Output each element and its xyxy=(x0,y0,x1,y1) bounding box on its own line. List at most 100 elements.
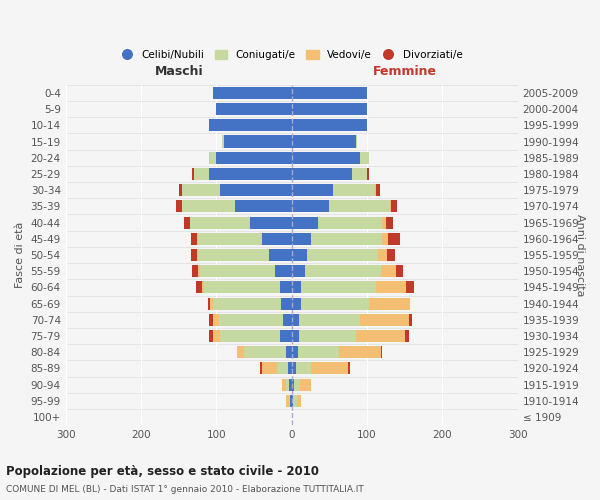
Bar xyxy=(199,265,200,278)
Bar xyxy=(292,298,301,310)
Bar xyxy=(209,152,211,164)
Bar xyxy=(275,265,292,278)
Bar xyxy=(184,216,190,228)
Bar xyxy=(292,216,318,228)
Bar xyxy=(333,184,374,196)
Bar xyxy=(260,362,262,374)
Text: COMUNE DI MEL (BL) - Dati ISTAT 1° gennaio 2010 - Elaborazione TUTTITALIA.IT: COMUNE DI MEL (BL) - Dati ISTAT 1° genna… xyxy=(6,485,364,494)
Bar xyxy=(292,136,356,147)
Bar xyxy=(262,232,292,245)
Bar xyxy=(244,346,286,358)
Bar xyxy=(212,330,220,342)
Bar xyxy=(217,152,292,164)
Bar xyxy=(356,330,405,342)
Bar xyxy=(292,87,367,99)
Bar xyxy=(374,184,376,196)
Bar xyxy=(235,200,292,212)
Bar xyxy=(192,168,194,180)
Bar xyxy=(329,200,390,212)
Bar xyxy=(197,232,262,245)
Bar xyxy=(191,249,197,261)
Bar xyxy=(292,314,299,326)
Bar xyxy=(250,216,292,228)
Bar xyxy=(194,168,209,180)
Bar xyxy=(359,152,368,164)
Bar xyxy=(305,265,380,278)
Text: Popolazione per età, sesso e stato civile - 2010: Popolazione per età, sesso e stato civil… xyxy=(6,465,319,478)
Bar xyxy=(286,395,289,407)
Bar xyxy=(296,362,311,374)
Bar xyxy=(339,346,380,358)
Bar xyxy=(307,249,379,261)
Bar xyxy=(205,282,280,294)
Bar xyxy=(292,249,307,261)
Text: Femmine: Femmine xyxy=(373,65,437,78)
Bar xyxy=(299,314,359,326)
Bar xyxy=(388,232,400,245)
Bar xyxy=(356,136,358,147)
Bar xyxy=(286,346,292,358)
Bar xyxy=(368,298,410,310)
Bar xyxy=(209,168,292,180)
Bar xyxy=(300,378,311,390)
Bar xyxy=(367,168,368,180)
Bar xyxy=(282,378,286,390)
Bar xyxy=(292,395,293,407)
Bar xyxy=(281,298,292,310)
Bar xyxy=(292,378,294,390)
Bar xyxy=(212,314,218,326)
Bar xyxy=(388,249,395,261)
Bar xyxy=(209,314,212,326)
Bar xyxy=(382,216,386,228)
Bar xyxy=(348,362,350,374)
Bar xyxy=(212,87,292,99)
Bar xyxy=(197,249,269,261)
Bar xyxy=(301,298,368,310)
Bar xyxy=(280,330,292,342)
Bar xyxy=(406,282,414,294)
Bar xyxy=(409,314,412,326)
Bar xyxy=(379,249,388,261)
Bar xyxy=(277,362,288,374)
Bar xyxy=(209,330,212,342)
Bar xyxy=(224,136,292,147)
Bar xyxy=(176,200,182,212)
Bar xyxy=(214,298,281,310)
Bar xyxy=(200,265,275,278)
Bar xyxy=(292,103,367,115)
Bar xyxy=(217,103,292,115)
Bar xyxy=(391,200,397,212)
Bar xyxy=(292,168,352,180)
Bar xyxy=(190,216,250,228)
Text: Maschi: Maschi xyxy=(154,65,203,78)
Bar xyxy=(292,346,298,358)
Bar xyxy=(182,184,220,196)
Bar xyxy=(220,330,280,342)
Bar xyxy=(289,395,290,407)
Bar xyxy=(269,249,292,261)
Bar xyxy=(191,232,197,245)
Bar xyxy=(262,362,277,374)
Bar xyxy=(292,152,359,164)
Bar xyxy=(292,362,296,374)
Bar xyxy=(382,232,388,245)
Bar xyxy=(209,298,214,310)
Bar xyxy=(237,346,244,358)
Bar xyxy=(376,184,380,196)
Bar xyxy=(209,120,292,132)
Bar xyxy=(220,184,292,196)
Bar xyxy=(283,314,292,326)
Bar xyxy=(294,378,300,390)
Bar xyxy=(280,282,292,294)
Bar xyxy=(292,265,305,278)
Bar xyxy=(292,184,333,196)
Bar xyxy=(301,282,376,294)
Bar xyxy=(386,216,394,228)
Bar xyxy=(376,282,406,294)
Bar xyxy=(299,330,356,342)
Bar xyxy=(359,314,409,326)
Bar xyxy=(390,200,391,212)
Bar xyxy=(218,314,283,326)
Y-axis label: Fasce di età: Fasce di età xyxy=(15,222,25,288)
Bar xyxy=(396,265,403,278)
